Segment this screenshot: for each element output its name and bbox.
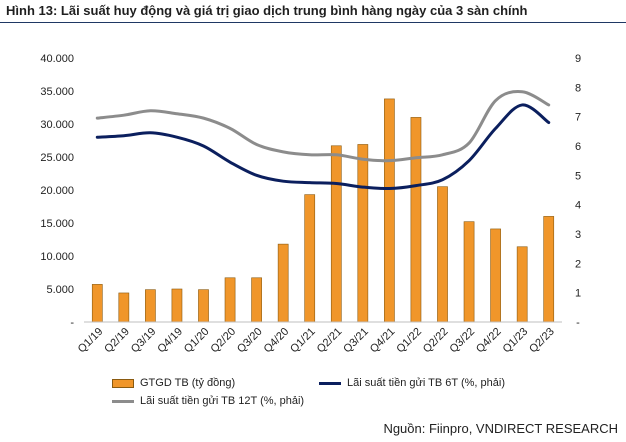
x-tick-label: Q3/20 bbox=[235, 326, 265, 356]
bar-gtgd bbox=[543, 216, 555, 323]
legend-swatch-12t bbox=[112, 399, 134, 403]
x-tick-label: Q4/19 bbox=[155, 326, 185, 356]
legend-label-6t: Lãi suất tiền gửi TB 6T (%, phải) bbox=[347, 377, 505, 390]
x-tick-label: Q3/19 bbox=[129, 326, 159, 356]
legend-label-gtgd: GTGD TB (tỷ đồng) bbox=[140, 377, 236, 390]
legend-swatch-bar bbox=[112, 378, 134, 388]
left-tick-label: 20.000 bbox=[40, 185, 74, 197]
bar-gtgd bbox=[463, 221, 475, 323]
legend-item-12t: Lãi suất tiền gửi TB 12T (%, phải) bbox=[112, 395, 304, 407]
right-tick-label: 3 bbox=[575, 229, 581, 241]
right-tick-label: 9 bbox=[575, 53, 581, 65]
bar-gtgd bbox=[145, 289, 156, 323]
x-tick-label: Q1/22 bbox=[394, 326, 424, 356]
left-tick-label: 40.000 bbox=[40, 53, 74, 65]
bar-gtgd bbox=[118, 292, 130, 323]
left-tick-label: - bbox=[70, 317, 74, 329]
legend-item-6t: Lãi suất tiền gửi TB 6T (%, phải) bbox=[319, 377, 505, 389]
bar-gtgd bbox=[357, 144, 369, 323]
legend-swatch-6t bbox=[319, 381, 341, 385]
bar-gtgd bbox=[224, 277, 236, 323]
x-tick-label: Q1/19 bbox=[76, 326, 106, 356]
right-tick-label: 7 bbox=[575, 112, 581, 124]
bar-gtgd bbox=[330, 145, 342, 323]
bar-gtgd bbox=[277, 243, 289, 323]
x-tick-label: Q1/21 bbox=[288, 326, 318, 356]
left-tick-label: 25.000 bbox=[40, 152, 74, 164]
left-tick-label: 5.000 bbox=[46, 284, 74, 296]
left-axis: - 5.000 10.000 15.000 20.000 25.000 30.000 35.0… bbox=[40, 53, 74, 329]
x-tick-label: Q2/19 bbox=[102, 326, 132, 356]
source-note: Nguồn: Fiinpro, VNDIRECT RESEARCH bbox=[383, 421, 618, 436]
right-tick-label: 1 bbox=[575, 288, 581, 300]
left-tick-label: 15.000 bbox=[40, 218, 74, 230]
right-tick-label: 5 bbox=[575, 170, 581, 182]
bar-gtgd bbox=[304, 194, 316, 323]
legend-label-12t: Lãi suất tiền gửi TB 12T (%, phải) bbox=[140, 395, 305, 408]
bar-gtgd bbox=[516, 246, 528, 323]
x-tick-label: Q4/20 bbox=[262, 326, 292, 356]
line-12t bbox=[95, 90, 551, 163]
left-tick-label: 10.000 bbox=[40, 251, 74, 263]
x-tick-label: Q2/21 bbox=[315, 326, 345, 356]
right-tick-label: 2 bbox=[575, 258, 581, 270]
x-tick-label: Q4/21 bbox=[368, 326, 398, 356]
bar-gtgd bbox=[410, 117, 422, 323]
x-tick-label: Q1/20 bbox=[182, 326, 212, 356]
bar-gtgd bbox=[251, 277, 262, 323]
bar-gtgd bbox=[171, 288, 183, 323]
bar-gtgd bbox=[437, 186, 448, 323]
left-tick-label: 35.000 bbox=[40, 86, 74, 98]
x-tick-label: Q2/23 bbox=[527, 326, 557, 356]
line-6t bbox=[95, 103, 551, 191]
right-tick-label: - bbox=[576, 317, 580, 329]
right-tick-label: 4 bbox=[575, 200, 581, 212]
x-tick-label: Q1/23 bbox=[501, 326, 531, 356]
line-series bbox=[95, 90, 551, 191]
right-tick-label: 6 bbox=[575, 141, 581, 153]
bar-gtgd bbox=[384, 98, 395, 323]
bar-gtgd bbox=[91, 284, 103, 323]
x-axis: Q1/19Q2/19Q3/19Q4/19Q1/20Q2/20Q3/20Q4/20… bbox=[76, 321, 562, 356]
left-tick-label: 30.000 bbox=[40, 119, 74, 131]
x-tick-label: Q2/22 bbox=[421, 326, 451, 356]
right-axis: - 1 2 3 4 5 6 7 8 9 bbox=[575, 53, 581, 329]
bar-series bbox=[91, 98, 555, 323]
x-tick-label: Q3/22 bbox=[448, 326, 478, 356]
bar-gtgd bbox=[198, 289, 209, 323]
right-tick-label: 8 bbox=[575, 82, 581, 94]
legend-item-gtgd: GTGD TB (tỷ đồng) bbox=[112, 377, 235, 389]
x-tick-label: Q2/20 bbox=[209, 326, 239, 356]
title-rule bbox=[0, 22, 626, 23]
x-tick-label: Q4/22 bbox=[474, 326, 504, 356]
figure-title: Hình 13: Lãi suất huy động và giá trị gi… bbox=[6, 3, 528, 18]
bar-gtgd bbox=[490, 228, 501, 323]
x-tick-label: Q3/21 bbox=[341, 326, 371, 356]
